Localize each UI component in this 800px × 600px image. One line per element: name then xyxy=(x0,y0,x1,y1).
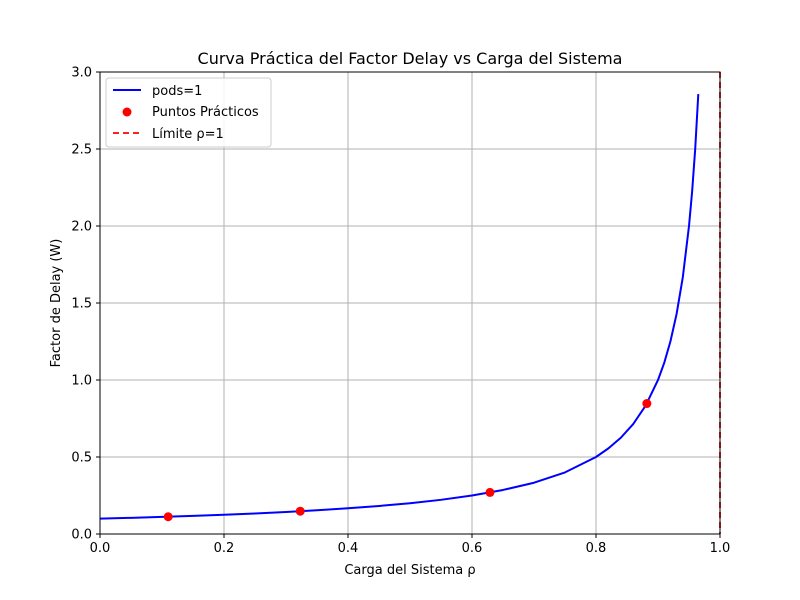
legend-box xyxy=(105,77,272,148)
y-axis-label: Factor de Delay (W) xyxy=(49,239,64,368)
x-tick-label: 1.0 xyxy=(710,541,731,556)
x-tick-label: 0.4 xyxy=(338,541,359,556)
y-tick-label: 0.0 xyxy=(71,528,92,543)
legend: pods=1 Puntos Prácticos Límite ρ=1 xyxy=(105,77,272,148)
y-tick-label: 0.5 xyxy=(71,451,92,466)
y-tick-label: 1.0 xyxy=(71,374,92,389)
x-tick-label: 0.0 xyxy=(90,541,111,556)
x-tick-label: 0.6 xyxy=(462,541,483,556)
legend-label: pods=1 xyxy=(152,84,202,99)
y-tick-label: 2.0 xyxy=(71,220,92,235)
legend-label: Límite ρ=1 xyxy=(152,127,224,142)
practical-point xyxy=(295,506,305,516)
legend-swatch-point xyxy=(122,107,132,117)
y-tick-label: 1.5 xyxy=(71,297,92,312)
y-tick-label: 3.0 xyxy=(71,66,92,81)
chart-title: Curva Práctica del Factor Delay vs Carga… xyxy=(198,49,623,68)
practical-point xyxy=(163,512,173,522)
axes-ticks: 0.0 0.2 0.4 0.6 0.8 1.0 0.0 0.5 1.0 1.5 2.0 2.5 3.0 xyxy=(71,66,730,557)
series-line-pods-1 xyxy=(99,93,700,520)
practical-point xyxy=(485,487,495,497)
x-axis-label: Carga del Sistema ρ xyxy=(344,563,475,578)
x-tick-label: 0.8 xyxy=(586,541,607,556)
legend-label: Puntos Prácticos xyxy=(152,105,259,120)
y-tick-label: 2.5 xyxy=(71,143,92,158)
practical-point xyxy=(642,399,652,409)
x-tick-label: 0.2 xyxy=(214,541,235,556)
